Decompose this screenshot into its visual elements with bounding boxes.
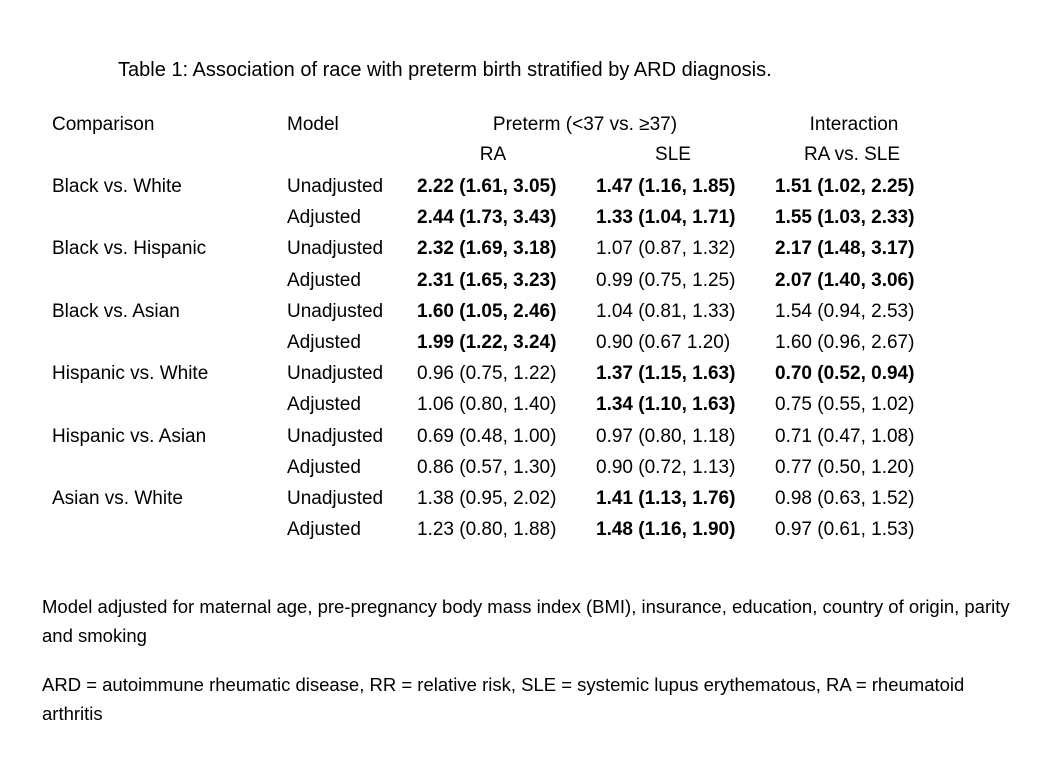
cell-sle: 0.99 (0.75, 1.25) [596,269,736,291]
header-model: Model [287,114,339,135]
cell-ra: 1.38 (0.95, 2.02) [417,488,557,509]
cell-model: Unadjusted [287,488,384,509]
cell-ra: 2.31 (1.65, 3.23) [417,269,557,291]
cell-interaction: 0.97 (0.61, 1.53) [775,519,915,541]
cell-model: Adjusted [287,456,361,478]
cell-comparison: Black vs. Hispanic [52,238,207,260]
cell-interaction: 1.55 (1.03, 2.33) [775,207,915,229]
cell-sle: 0.90 (0.72, 1.13) [596,456,736,478]
cell-sle: 1.47 (1.16, 1.85) [596,176,736,197]
cell-interaction: 0.70 (0.52, 0.94) [775,363,915,385]
cell-sle: 1.34 (1.10, 1.63) [596,394,736,416]
cell-model: Unadjusted [287,238,384,260]
cell-model: Unadjusted [287,300,384,322]
cell-interaction: 0.71 (0.47, 1.08) [775,425,915,447]
cell-ra: 0.86 (0.57, 1.30) [417,456,557,478]
cell-model: Adjusted [287,394,361,416]
cell-interaction: 2.07 (1.40, 3.06) [775,269,915,291]
cell-sle: 0.97 (0.80, 1.18) [596,425,736,447]
cell-ra: 1.06 (0.80, 1.40) [417,394,557,416]
cell-model: Adjusted [287,519,361,541]
header-ra: RA [479,144,507,165]
header-ra-vs-sle: RA vs. SLE [803,144,901,165]
cell-interaction: 1.60 (0.96, 2.67) [775,332,915,353]
cell-ra: 2.22 (1.61, 3.05) [417,176,557,197]
cell-ra: 1.99 (1.22, 3.24) [417,332,557,353]
cell-sle: 1.07 (0.87, 1.32) [596,238,736,260]
cell-comparison: Black vs. Asian [52,300,180,322]
cell-ra: 0.69 (0.48, 1.00) [417,425,557,447]
header-sle: SLE [655,144,691,165]
cell-ra: 0.96 (0.75, 1.22) [417,363,557,385]
cell-model: Adjusted [287,332,361,353]
cell-sle: 1.37 (1.15, 1.63) [596,363,736,385]
cell-comparison: Black vs. White [52,176,182,197]
cell-ra: 2.32 (1.69, 3.18) [417,238,557,260]
cell-model: Unadjusted [287,425,384,447]
cell-sle: 1.33 (1.04, 1.71) [596,207,736,229]
cell-comparison: Hispanic vs. Asian [52,425,207,447]
table-title: Table 1: Association of race with preter… [118,59,772,81]
cell-model: Adjusted [287,269,361,291]
cell-model: Adjusted [287,207,361,229]
cell-interaction: 1.51 (1.02, 2.25) [775,176,915,197]
cell-model: Unadjusted [287,176,384,197]
cell-ra: 2.44 (1.73, 3.43) [417,207,557,229]
header-preterm: Preterm (<37 vs. ≥37) [492,114,678,135]
note-abbreviations: ARD = autoimmune rheumatic disease, RR =… [42,674,965,724]
cell-sle: 1.04 (0.81, 1.33) [596,300,736,322]
cell-ra: 1.23 (0.80, 1.88) [417,519,557,541]
cell-interaction: 1.54 (0.94, 2.53) [775,300,915,322]
cell-comparison: Hispanic vs. White [52,363,209,385]
cell-comparison: Asian vs. White [52,488,183,509]
cell-sle: 1.48 (1.16, 1.90) [596,519,736,541]
cell-interaction: 0.75 (0.55, 1.02) [775,394,915,416]
note-adjustment: Model adjusted for maternal age, pre-pre… [42,596,1010,646]
cell-interaction: 0.98 (0.63, 1.52) [775,488,915,509]
cell-interaction: 2.17 (1.48, 3.17) [775,238,915,260]
cell-interaction: 0.77 (0.50, 1.20) [775,456,915,478]
cell-ra: 1.60 (1.05, 2.46) [417,300,557,322]
cell-sle: 0.90 (0.67 1.20) [596,332,731,353]
header-interaction: Interaction [809,114,899,135]
header-comparison: Comparison [52,114,155,135]
cell-sle: 1.41 (1.13, 1.76) [596,488,736,509]
cell-model: Unadjusted [287,363,384,385]
